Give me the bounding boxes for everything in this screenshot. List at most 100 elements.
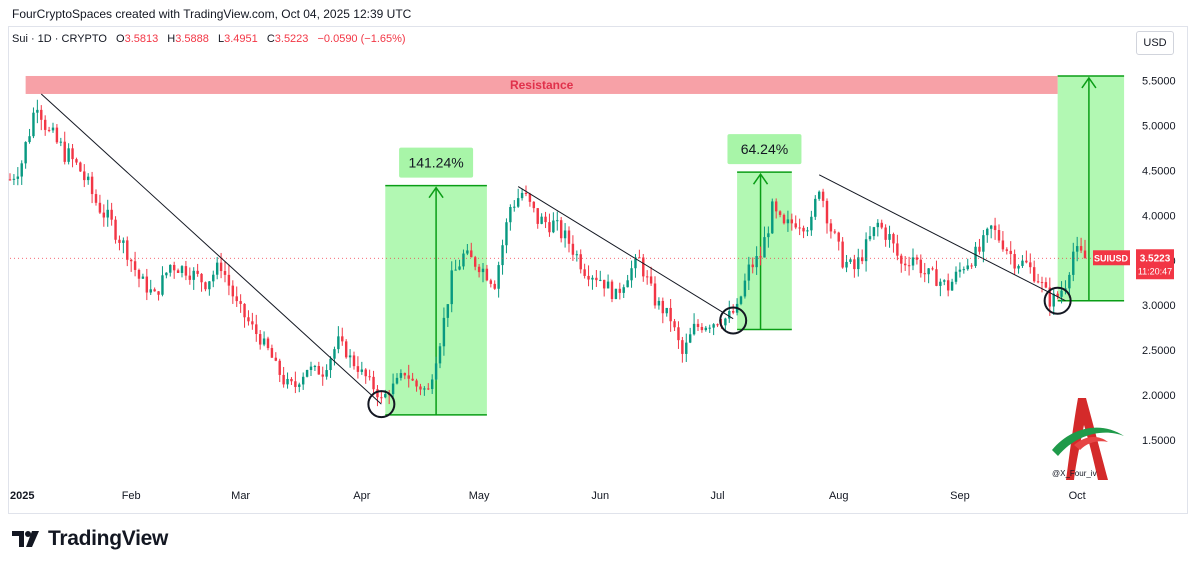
candle-body (118, 239, 121, 243)
candle (872, 226, 876, 240)
candle-body (978, 246, 981, 252)
candle-body (262, 338, 266, 345)
candle-body (1013, 254, 1016, 269)
candle-body (665, 307, 668, 314)
candle (372, 370, 375, 396)
candle (563, 223, 567, 248)
candle (399, 369, 403, 381)
candle-body (559, 220, 563, 239)
open-label: O (116, 33, 125, 45)
candle (133, 251, 137, 277)
candle (505, 218, 508, 254)
candle-body (509, 207, 512, 223)
candle-body (794, 223, 797, 228)
candle-body (286, 378, 289, 385)
candle (63, 131, 66, 165)
candle-body (145, 276, 149, 293)
candle (548, 213, 551, 237)
candle-body (528, 193, 532, 202)
candle-body (298, 384, 301, 387)
candle (55, 124, 59, 144)
candle-body (395, 377, 399, 384)
y-tick-label: 3.0000 (1142, 300, 1176, 312)
candle (348, 349, 352, 368)
candle-body (731, 310, 735, 313)
candle (516, 188, 520, 208)
chart-frame[interactable] (8, 26, 1188, 514)
candle-body (880, 222, 883, 228)
close-value: 3.5223 (274, 33, 309, 45)
currency-button[interactable]: USD (1136, 31, 1174, 55)
candle (352, 351, 356, 370)
candle (696, 319, 700, 332)
candle (649, 266, 653, 286)
candle-body (251, 321, 254, 325)
candle-body (266, 338, 270, 349)
candle (442, 307, 446, 356)
ohlc-legend: Sui · 1D · CRYPTO O3.5813 H3.5888 L3.495… (12, 33, 406, 45)
candle (661, 297, 665, 324)
candle-body (907, 265, 911, 267)
candle-body (157, 291, 160, 295)
candle (528, 192, 532, 207)
candle-body (1005, 249, 1009, 251)
candle (622, 284, 625, 299)
candle (638, 249, 641, 259)
price-tag-box (1136, 249, 1174, 280)
candle (1060, 281, 1063, 304)
candle (415, 378, 418, 392)
candle-body (71, 148, 74, 160)
countdown-tag: 11:20:47 (1138, 266, 1172, 276)
candle-body (599, 279, 602, 281)
candle-body (903, 263, 907, 266)
candle-body (853, 259, 856, 270)
candle (43, 115, 47, 136)
candle-body (243, 303, 246, 318)
symbol-label[interactable]: Sui · 1D · CRYPTO (12, 33, 107, 45)
candle-body (884, 227, 887, 240)
candle-body (563, 230, 567, 239)
candle-body (505, 222, 508, 246)
candle-body (137, 269, 141, 279)
tradingview-logo[interactable]: TradingView (12, 527, 168, 551)
candle (903, 256, 907, 272)
candle-body (43, 119, 47, 130)
candle (728, 300, 731, 323)
candle (907, 256, 911, 276)
candle-body (618, 288, 622, 293)
candle (79, 161, 82, 172)
candle-body (919, 259, 923, 274)
candle (141, 273, 145, 279)
candle-body (454, 269, 457, 271)
candle (1032, 260, 1036, 283)
candle (153, 287, 156, 292)
candle-body (696, 323, 700, 327)
candle-body (215, 262, 219, 275)
candle (712, 323, 715, 336)
candle (888, 225, 891, 248)
candle (943, 279, 946, 286)
candle-body (282, 374, 285, 385)
candle-body (278, 360, 281, 375)
candle-body (79, 162, 82, 172)
candle (294, 371, 297, 394)
candle (196, 263, 199, 277)
candle-body (235, 296, 238, 302)
candle (454, 259, 457, 271)
candle-body (1044, 282, 1048, 288)
candle-body (360, 369, 364, 372)
candle-body (333, 349, 336, 359)
candle-body (321, 374, 324, 377)
candle (192, 267, 195, 290)
candle (145, 268, 149, 301)
candle-body (954, 271, 958, 282)
candle-body (141, 276, 145, 279)
candle (200, 273, 203, 292)
candle (208, 281, 211, 296)
candle-body (857, 257, 860, 270)
candle-body (399, 373, 403, 378)
candle (215, 256, 219, 280)
candle-body (1075, 246, 1079, 252)
candle (747, 256, 751, 291)
